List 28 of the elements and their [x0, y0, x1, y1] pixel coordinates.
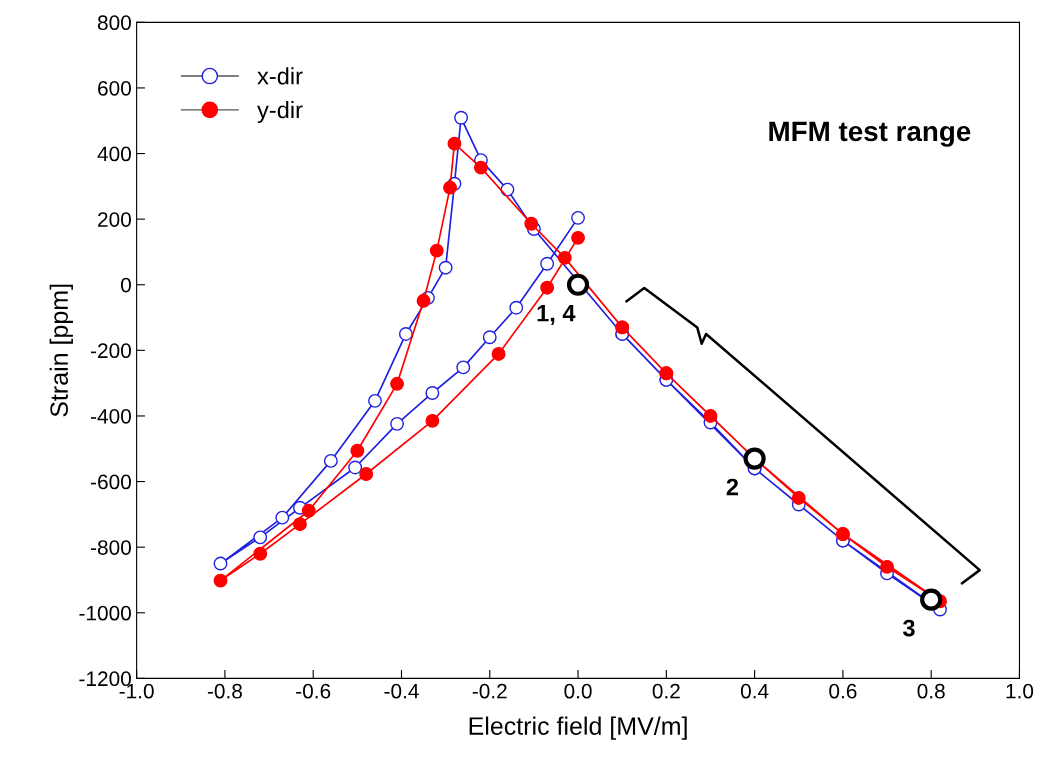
- annotation: 1, 4: [537, 305, 576, 325]
- legend-label: y-dir: [257, 101, 303, 124]
- y-tick-label: -400: [91, 408, 131, 424]
- y-tick-label: 800: [97, 15, 131, 31]
- y-tick-label: 600: [98, 80, 131, 96]
- x-tick-label: 0.8: [917, 683, 945, 699]
- y-tick-label: -800: [91, 540, 131, 555]
- y-tick-label: 0: [121, 277, 131, 293]
- x-axis-title: Electric field [MV/m]: [469, 716, 687, 740]
- annotation: MFM test range: [769, 121, 971, 147]
- y-tick-label: 200: [98, 212, 131, 227]
- y-axis-title: Strain [ppm]: [49, 284, 73, 417]
- y-tick-label: -200: [91, 343, 131, 359]
- legend-label: x-dir: [257, 67, 303, 85]
- x-tick-label: -0.8: [207, 683, 242, 699]
- y-tick-label: 400: [97, 146, 131, 162]
- annotation: 2: [726, 478, 739, 496]
- x-tick-label: 1.0: [1006, 683, 1034, 699]
- y-tick-label: -1000: [79, 605, 131, 621]
- x-tick-label: 0.4: [740, 683, 769, 699]
- x-tick-label: -0.4: [384, 683, 419, 699]
- x-tick-label: 0.6: [829, 683, 857, 699]
- annotation: 3: [902, 619, 915, 637]
- x-tick-label: 0.2: [652, 683, 680, 699]
- y-tick-label: -600: [91, 474, 131, 490]
- x-tick-label: 0.0: [564, 683, 592, 699]
- x-tick-label: -0.6: [296, 683, 331, 699]
- x-tick-label: -0.2: [472, 683, 507, 699]
